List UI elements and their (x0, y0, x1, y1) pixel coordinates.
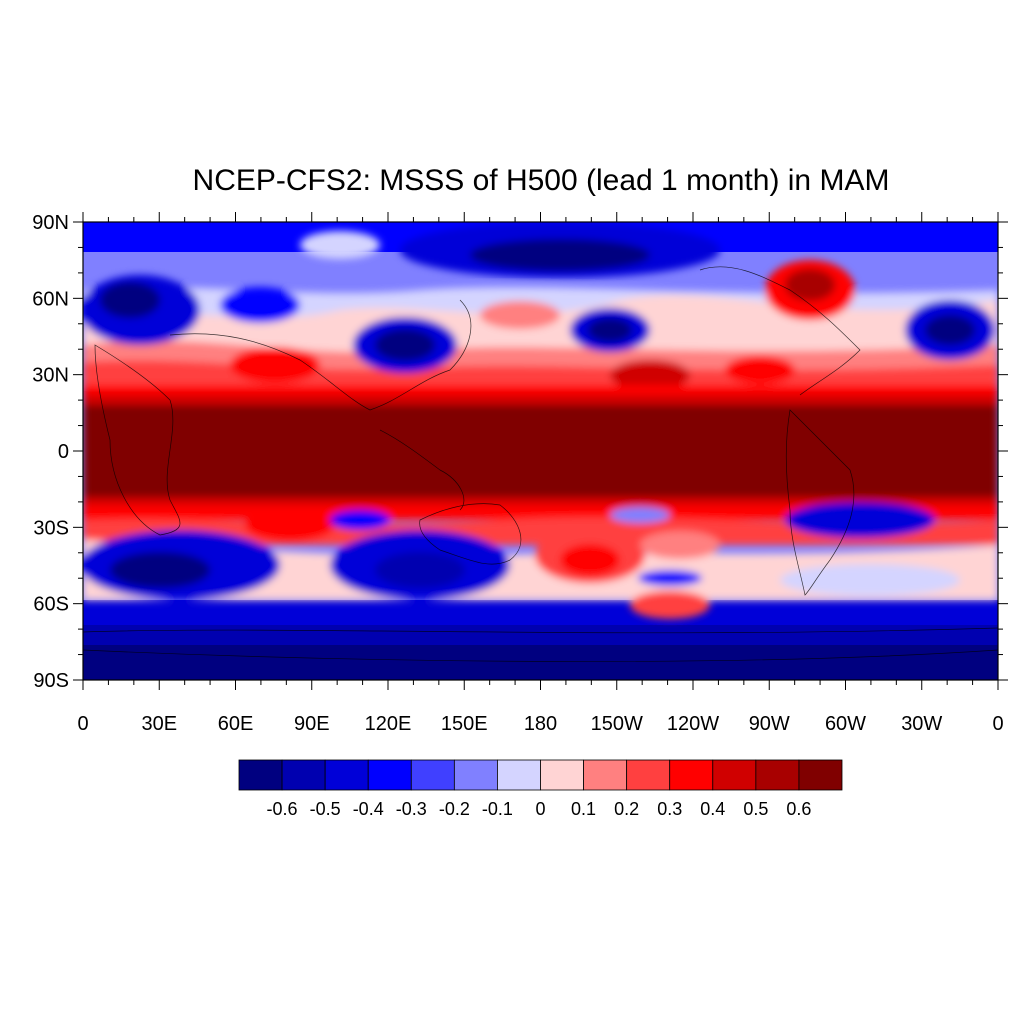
longitude-labels: 0 30E 60E 90E 120E 150E 180 150W 120W 90W 60W 30W 0 (77, 713, 1003, 735)
colorbar-swatch (712, 759, 757, 791)
colorbar-swatch (453, 759, 498, 791)
colorbar-label: -0.2 (439, 799, 470, 819)
lon-label: 180 (524, 713, 557, 735)
lat-label: 60N (32, 288, 69, 310)
colorbar-label: 0.4 (700, 799, 725, 819)
colorbar-label: 0.2 (614, 799, 639, 819)
contour-field (83, 222, 998, 680)
lon-label: 0 (77, 713, 88, 735)
colorbar-swatch (324, 759, 369, 791)
coastlines (83, 266, 998, 662)
lat-label: 90N (32, 212, 69, 234)
lat-label: 90S (33, 670, 69, 692)
colorbar-swatch (798, 759, 843, 791)
colorbar-label: 0.5 (743, 799, 768, 819)
colorbar-swatch (540, 759, 584, 791)
colorbar-swatch (669, 759, 714, 791)
lon-label: 90E (294, 713, 330, 735)
colorbar-swatch (626, 759, 671, 791)
colorbar-swatch (497, 759, 541, 791)
lat-label: 30S (33, 517, 69, 539)
lon-label: 150E (441, 713, 488, 735)
lat-label: 30N (32, 365, 69, 387)
lon-label: 0 (992, 713, 1003, 735)
colorbar (238, 759, 843, 791)
lon-label: 30E (141, 713, 177, 735)
colorbar-swatch (410, 759, 455, 791)
latitude-labels: 90N 60N 30N 0 30S 60S 90S (32, 212, 69, 692)
colorbar-swatch (755, 759, 800, 791)
colorbar-label: 0.6 (786, 799, 811, 819)
axis-ticks (73, 212, 1008, 690)
colorbar-label: -0.1 (482, 799, 513, 819)
colorbar-labels: -0.6 -0.5 -0.4 -0.3 -0.2 -0.1 0 0.1 0.2 0.3 0.4 0.5… (267, 799, 812, 819)
lat-label: 60S (33, 594, 69, 616)
colorbar-label: 0.3 (657, 799, 682, 819)
colorbar-label: 0 (535, 799, 545, 819)
colorbar-swatch (238, 759, 283, 791)
colorbar-label: -0.3 (396, 799, 427, 819)
colorbar-label: 0.1 (571, 799, 596, 819)
colorbar-label: -0.6 (267, 799, 298, 819)
lon-label: 120E (365, 713, 412, 735)
lon-label: 150W (591, 713, 643, 735)
lat-label: 0 (58, 441, 69, 463)
colorbar-swatch (583, 759, 628, 791)
lon-label: 120W (667, 713, 719, 735)
lon-label: 60E (218, 713, 254, 735)
chart-title: NCEP-CFS2: MSSS of H500 (lead 1 month) i… (192, 164, 890, 197)
colorbar-swatch (281, 759, 326, 791)
colorbar-swatch (367, 759, 412, 791)
colorbar-label: -0.4 (353, 799, 384, 819)
lon-label: 60W (825, 713, 866, 735)
lon-label: 30W (901, 713, 942, 735)
lon-label: 90W (749, 713, 790, 735)
colorbar-label: -0.5 (310, 799, 341, 819)
